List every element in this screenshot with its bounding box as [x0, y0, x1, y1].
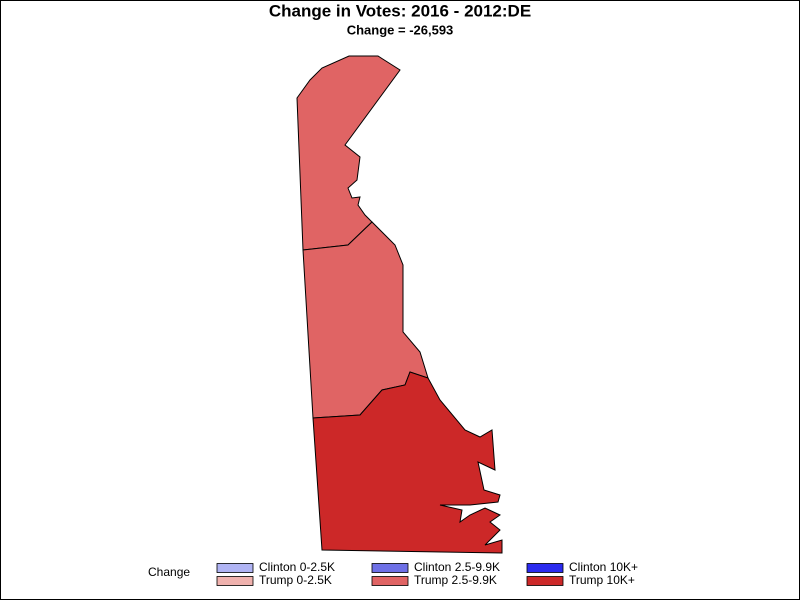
legend-label: Trump 10K+: [569, 573, 635, 587]
legend-label: Trump 2.5-9.9K: [414, 573, 497, 587]
map-title: Change in Votes: 2016 - 2012:DE: [269, 1, 531, 20]
legend-label: Clinton 0-2.5K: [259, 560, 335, 574]
map-subtitle: Change = -26,593: [347, 22, 454, 37]
legend-title: Change: [148, 565, 190, 579]
legend-swatch: [526, 576, 564, 586]
legend-label: Trump 0-2.5K: [259, 573, 332, 587]
legend-label: Clinton 10K+: [569, 560, 638, 574]
legend-swatch: [526, 563, 564, 573]
legend-label: Clinton 2.5-9.9K: [414, 560, 500, 574]
legend-swatch: [371, 563, 409, 573]
legend-swatch: [371, 576, 409, 586]
legend-swatch: [216, 576, 254, 586]
county: [312, 371, 503, 554]
legend-swatch: [216, 563, 254, 573]
